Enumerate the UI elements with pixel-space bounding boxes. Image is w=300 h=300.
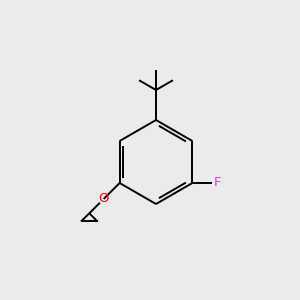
Text: F: F [213, 176, 221, 190]
Text: O: O [98, 192, 109, 206]
